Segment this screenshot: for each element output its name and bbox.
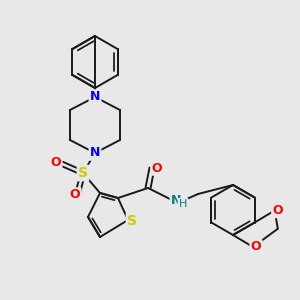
Text: O: O [152,161,162,175]
Text: N: N [171,194,181,208]
Text: S: S [127,214,137,228]
Text: O: O [51,157,61,169]
Text: N: N [90,146,100,160]
Text: N: N [90,91,100,103]
Text: H: H [179,199,187,209]
Text: O: O [272,204,283,217]
Text: O: O [251,241,261,254]
Text: S: S [78,166,88,180]
Text: O: O [70,188,80,202]
